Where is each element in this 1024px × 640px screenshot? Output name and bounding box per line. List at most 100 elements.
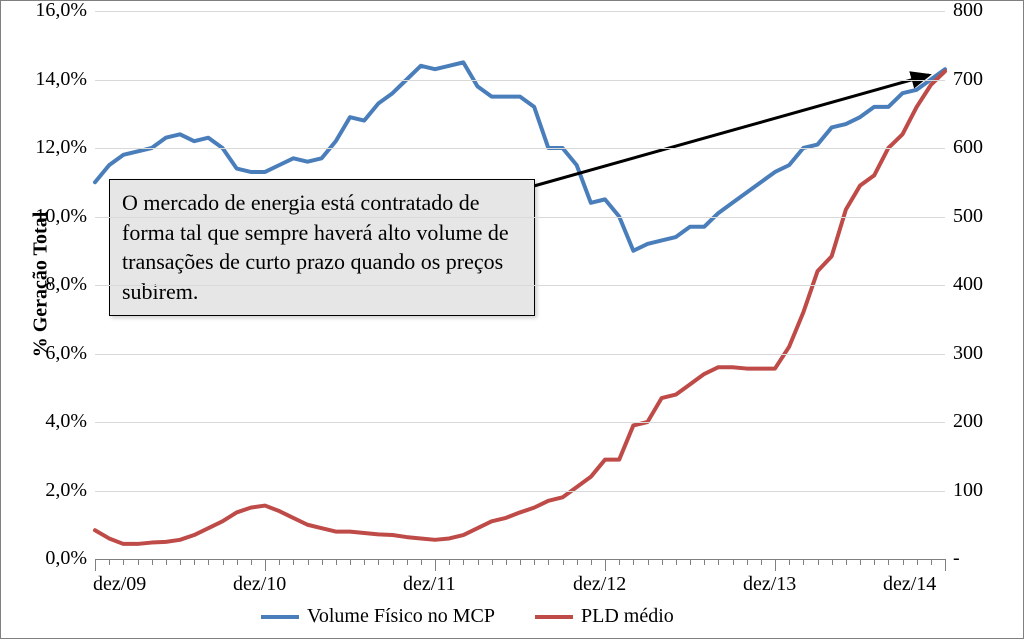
- x-minor-tick: [180, 559, 181, 565]
- x-minor-tick: [152, 559, 153, 565]
- annotation-box: O mercado de energia está contratado de …: [109, 179, 535, 316]
- x-minor-tick: [874, 559, 875, 565]
- legend: Volume Físico no MCP PLD médio: [261, 605, 674, 628]
- x-minor-tick: [492, 559, 493, 565]
- x-minor-tick: [747, 559, 748, 565]
- y-right-tick-label: 800: [953, 0, 983, 22]
- chart-svg: [1, 1, 1024, 640]
- x-minor-tick: [903, 559, 904, 565]
- x-minor-tick: [619, 559, 620, 565]
- x-major-tick: [265, 559, 266, 571]
- x-minor-tick: [407, 559, 408, 565]
- gridline: [95, 148, 945, 149]
- x-minor-tick: [123, 559, 124, 565]
- x-minor-tick: [718, 559, 719, 565]
- gridline: [95, 491, 945, 492]
- x-minor-tick: [888, 559, 889, 565]
- x-minor-tick: [393, 559, 394, 565]
- y-right-tick-label: 200: [953, 410, 983, 433]
- x-minor-tick: [350, 559, 351, 565]
- x-minor-tick: [633, 559, 634, 565]
- x-tick-label: dez/14: [883, 573, 936, 596]
- gridline: [95, 217, 945, 218]
- y-right-tick-label: 700: [953, 68, 983, 91]
- x-minor-tick: [293, 559, 294, 565]
- x-major-tick: [775, 559, 776, 571]
- x-minor-tick: [166, 559, 167, 565]
- annotation-text: O mercado de energia está contratado de …: [122, 190, 509, 304]
- x-minor-tick: [194, 559, 195, 565]
- x-minor-tick: [279, 559, 280, 565]
- x-minor-tick: [463, 559, 464, 565]
- x-minor-tick: [931, 559, 932, 565]
- x-minor-tick: [336, 559, 337, 565]
- y-right-tick-label: 300: [953, 342, 983, 365]
- gridline: [95, 11, 945, 12]
- x-major-tick: [95, 559, 96, 571]
- x-minor-tick: [648, 559, 649, 565]
- x-tick-label: dez/11: [403, 573, 456, 596]
- y-left-tick-label: 0,0%: [45, 547, 87, 570]
- x-minor-tick: [478, 559, 479, 565]
- x-minor-tick: [109, 559, 110, 565]
- x-minor-tick: [364, 559, 365, 565]
- y-right-tick-label: -: [953, 547, 960, 570]
- y-left-tick-label: 16,0%: [35, 0, 87, 22]
- x-minor-tick: [860, 559, 861, 565]
- annotation-arrow: [509, 75, 929, 193]
- x-minor-tick: [223, 559, 224, 565]
- x-major-tick: [605, 559, 606, 571]
- y-left-tick-label: 10,0%: [35, 205, 87, 228]
- x-minor-tick: [563, 559, 564, 565]
- x-minor-tick: [520, 559, 521, 565]
- x-tick-label: dez/10: [233, 573, 286, 596]
- x-minor-tick: [917, 559, 918, 565]
- x-minor-tick: [237, 559, 238, 565]
- x-minor-tick: [138, 559, 139, 565]
- legend-label: Volume Físico no MCP: [307, 605, 495, 628]
- y-left-tick-label: 6,0%: [45, 342, 87, 365]
- gridline: [95, 422, 945, 423]
- x-minor-tick: [818, 559, 819, 565]
- legend-label: PLD médio: [581, 605, 674, 628]
- gridline: [95, 285, 945, 286]
- x-minor-tick: [733, 559, 734, 565]
- x-minor-tick: [591, 559, 592, 565]
- x-tick-label: dez/09: [93, 573, 146, 596]
- y-right-tick-label: 400: [953, 273, 983, 296]
- x-minor-tick: [789, 559, 790, 565]
- x-major-tick: [435, 559, 436, 571]
- x-minor-tick: [803, 559, 804, 565]
- x-minor-tick: [577, 559, 578, 565]
- y-left-tick-label: 14,0%: [35, 68, 87, 91]
- y-right-tick-label: 100: [953, 479, 983, 502]
- y-left-tick-label: 2,0%: [45, 479, 87, 502]
- y-right-tick-label: 600: [953, 136, 983, 159]
- x-minor-tick: [208, 559, 209, 565]
- x-minor-tick: [308, 559, 309, 565]
- x-minor-tick: [251, 559, 252, 565]
- legend-item: Volume Físico no MCP: [261, 605, 495, 628]
- x-minor-tick: [846, 559, 847, 565]
- x-minor-tick: [378, 559, 379, 565]
- y-left-tick-label: 12,0%: [35, 136, 87, 159]
- y-left-tick-label: 4,0%: [45, 410, 87, 433]
- x-minor-tick: [421, 559, 422, 565]
- x-minor-tick: [662, 559, 663, 565]
- y-right-tick-label: 500: [953, 205, 983, 228]
- gridline: [95, 354, 945, 355]
- x-minor-tick: [534, 559, 535, 565]
- x-minor-tick: [322, 559, 323, 565]
- x-minor-tick: [676, 559, 677, 565]
- x-minor-tick: [506, 559, 507, 565]
- y-left-tick-label: 8,0%: [45, 273, 87, 296]
- x-tick-label: dez/12: [573, 573, 626, 596]
- x-minor-tick: [761, 559, 762, 565]
- chart-container: % Geração Total R$/MWh O mercado de ener…: [0, 0, 1024, 639]
- x-minor-tick: [832, 559, 833, 565]
- legend-swatch: [535, 615, 573, 619]
- x-minor-tick: [690, 559, 691, 565]
- x-major-tick: [945, 559, 946, 571]
- gridline: [95, 80, 945, 81]
- x-minor-tick: [548, 559, 549, 565]
